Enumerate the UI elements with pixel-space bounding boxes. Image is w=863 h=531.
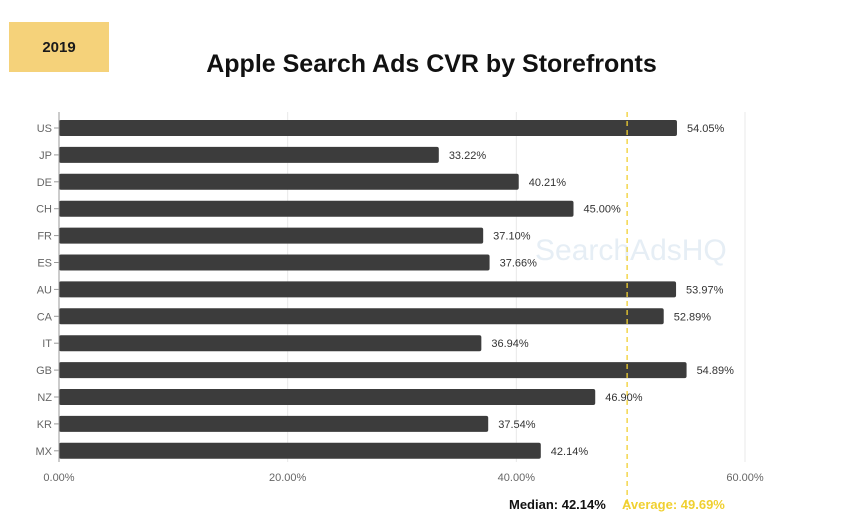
category-label: US — [37, 123, 52, 135]
bar-nz — [59, 389, 596, 405]
value-label: 37.10% — [493, 231, 531, 243]
value-label: 33.22% — [449, 150, 487, 162]
value-label: 54.05% — [687, 123, 725, 135]
watermark: SearchAdsHQ — [535, 234, 727, 267]
bar-gb — [59, 362, 687, 379]
category-label: FR — [37, 231, 52, 243]
value-label: 45.00% — [584, 204, 622, 216]
bar-jp — [59, 146, 439, 163]
value-label: 42.14% — [551, 446, 589, 458]
bar-ca — [59, 308, 664, 325]
category-label: MX — [36, 446, 53, 458]
bar-es — [59, 254, 490, 271]
category-label: CA — [37, 311, 53, 323]
x-tick-label: 20.00% — [269, 472, 307, 484]
category-label: JP — [39, 150, 52, 162]
value-label: 52.89% — [674, 311, 712, 323]
x-tick-label: 40.00% — [498, 472, 536, 484]
bar-de — [59, 173, 519, 190]
category-label: GB — [36, 365, 52, 377]
value-label: 37.66% — [500, 258, 538, 270]
bar-kr — [59, 415, 489, 432]
median-label: Median: 42.14% — [509, 497, 606, 512]
x-tick-label: 60.00% — [726, 472, 764, 484]
year-badge: 2019 — [9, 22, 109, 72]
chart-title: Apple Search Ads CVR by Storefronts — [206, 50, 657, 78]
bar-us — [59, 120, 677, 136]
category-label: IT — [42, 338, 52, 350]
category-label: ES — [37, 258, 52, 270]
bar-ch — [59, 200, 574, 217]
bar-fr — [59, 227, 484, 244]
category-label: CH — [36, 204, 52, 216]
x-tick-label: 0.00% — [43, 472, 74, 484]
average-label: Average: 49.69% — [622, 497, 725, 512]
bar-au — [59, 281, 677, 298]
category-label: AU — [37, 284, 52, 296]
value-label: 40.21% — [529, 177, 567, 189]
value-label: 37.54% — [498, 419, 536, 431]
bar-mx — [59, 442, 541, 459]
category-label: DE — [37, 177, 52, 189]
value-label: 46.90% — [605, 392, 643, 404]
bar-it — [59, 335, 482, 352]
value-label: 36.94% — [491, 338, 529, 350]
value-label: 54.89% — [697, 365, 735, 377]
value-label: 53.97% — [686, 284, 724, 296]
category-label: KR — [37, 419, 52, 431]
category-label: NZ — [37, 392, 52, 404]
